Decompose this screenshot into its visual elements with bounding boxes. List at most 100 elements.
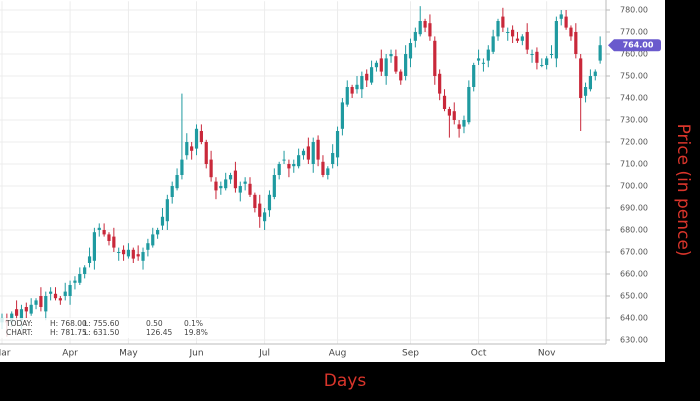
- candle-body: [243, 181, 247, 184]
- candle-body: [131, 249, 135, 259]
- candle-body: [102, 230, 106, 235]
- candle-body: [554, 21, 558, 59]
- candle-body: [287, 164, 291, 169]
- candle-body: [282, 159, 286, 161]
- candle-body: [248, 183, 252, 195]
- y-tick-label: 760.00: [620, 50, 648, 59]
- info-text: L: 631.50: [84, 328, 120, 337]
- candle-body: [267, 194, 272, 211]
- candle-body: [121, 249, 126, 255]
- candle-body: [506, 32, 510, 33]
- info-text: L: 755.60: [84, 319, 120, 328]
- candle-body: [593, 71, 597, 76]
- candle-body: [374, 62, 379, 68]
- candle-body: [399, 71, 403, 81]
- x-tick-label: Oct: [471, 349, 487, 359]
- x-axis-title: Days: [324, 371, 367, 391]
- candle-body: [97, 227, 101, 230]
- candle-body: [321, 161, 325, 175]
- y-tick-label: 690.00: [620, 204, 648, 213]
- candle-body: [68, 285, 72, 296]
- info-text: 19.8%: [184, 328, 208, 337]
- candle-body: [272, 175, 276, 197]
- candle-body: [219, 186, 223, 189]
- candle-body: [49, 291, 53, 294]
- info-text: 0.50: [146, 319, 163, 328]
- candle-body: [112, 236, 116, 248]
- candle-body: [209, 159, 213, 178]
- y-tick-label: 700.00: [620, 182, 648, 191]
- y-tick-label: 680.00: [620, 226, 648, 235]
- x-tick-label: Mar: [0, 349, 11, 359]
- candle-body: [107, 234, 111, 241]
- candle-body: [481, 62, 486, 64]
- candle-body: [365, 73, 369, 81]
- candle-body: [44, 296, 48, 312]
- candle-body: [433, 40, 437, 76]
- info-text: H: 781.75: [50, 328, 87, 337]
- candle-body: [583, 87, 588, 96]
- candle-body: [545, 58, 549, 65]
- x-tick-label: Aug: [329, 349, 347, 359]
- candle-body: [199, 131, 203, 142]
- x-tick-label: Apr: [62, 349, 78, 359]
- candle-body: [160, 216, 165, 226]
- candle-body: [549, 54, 554, 55]
- x-tick-label: Nov: [538, 349, 556, 359]
- candle-body: [141, 252, 145, 261]
- y-tick-label: 660.00: [620, 270, 648, 279]
- candle-body: [467, 87, 471, 123]
- y-tick-label: 710.00: [620, 160, 648, 169]
- candle-body: [413, 32, 417, 41]
- candle-body: [58, 298, 62, 301]
- candle-body: [326, 168, 330, 175]
- candle-body: [379, 58, 383, 72]
- candle-body: [389, 54, 393, 57]
- info-text: 0.1%: [184, 319, 203, 328]
- candle-body: [530, 54, 534, 55]
- candle-body: [511, 29, 515, 37]
- candle-body: [19, 309, 24, 321]
- candle-body: [170, 186, 174, 197]
- candle-body: [384, 58, 388, 76]
- info-box: [0, 318, 210, 338]
- candle-body: [39, 296, 43, 307]
- candle-body: [486, 49, 490, 61]
- candle-body: [340, 102, 345, 129]
- candle-body: [355, 84, 359, 90]
- candle-body: [569, 27, 573, 37]
- candle-body: [588, 76, 593, 90]
- candle-body: [63, 291, 67, 296]
- x-tick-label: May: [119, 349, 138, 359]
- y-tick-label: 750.00: [620, 72, 648, 81]
- candle-body: [476, 58, 481, 61]
- candle-body: [452, 111, 456, 120]
- candle-body: [151, 234, 155, 246]
- candle-body: [228, 175, 233, 180]
- candle-body: [350, 87, 354, 94]
- y-tick-label: 720.00: [620, 138, 648, 147]
- candle-body: [53, 293, 58, 299]
- candle-body: [175, 175, 179, 189]
- candle-body: [540, 65, 544, 66]
- y-tick-label: 650.00: [620, 292, 648, 301]
- y-axis-title: Price (in pence): [673, 124, 693, 257]
- candle-body: [224, 179, 228, 189]
- candle-body: [253, 194, 257, 208]
- candle-body: [472, 65, 476, 87]
- candle-body: [311, 142, 315, 164]
- candle-body: [87, 256, 92, 263]
- candle-body: [598, 45, 602, 61]
- y-tick-label: 730.00: [620, 116, 648, 125]
- info-text: TODAY:: [5, 319, 33, 328]
- candle-body: [238, 186, 242, 193]
- candle-body: [331, 153, 335, 164]
- candle-body: [258, 203, 262, 217]
- info-text: 126.45: [146, 328, 172, 337]
- candle-body: [78, 274, 82, 283]
- candle-body: [423, 21, 427, 28]
- candle-body: [418, 21, 422, 35]
- x-tick-label: Jul: [258, 349, 270, 359]
- info-text: CHART:: [6, 328, 33, 337]
